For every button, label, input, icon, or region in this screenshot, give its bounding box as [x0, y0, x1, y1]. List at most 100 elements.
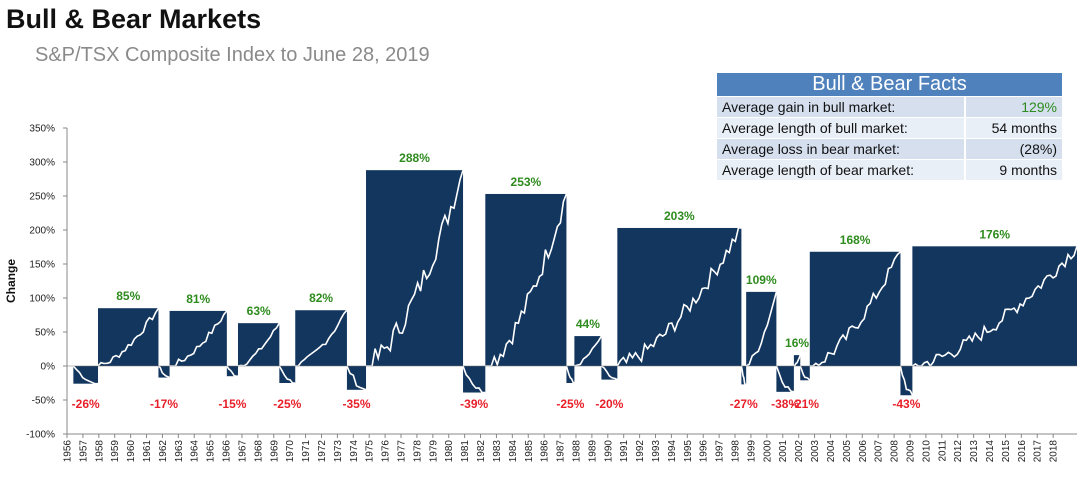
- bear-market-bar: [741, 366, 747, 385]
- x-tick-label: 1975: [365, 440, 376, 463]
- y-tick-label: 0%: [41, 362, 56, 373]
- y-tick-label: -100%: [26, 430, 55, 441]
- x-tick-label: 2012: [953, 440, 964, 463]
- x-tick-label: 1982: [476, 440, 487, 463]
- bear-market-bar: [776, 366, 794, 392]
- x-tick-label: 1998: [731, 440, 742, 463]
- bull-change-label: 85%: [116, 289, 140, 303]
- facts-value: 129%: [964, 96, 1062, 118]
- x-tick-label: 1980: [444, 440, 455, 463]
- bear-market-bar: [566, 366, 575, 383]
- x-tick-label: 1991: [619, 440, 630, 463]
- bull-market-bar: [809, 251, 901, 366]
- bull-market-bar: [912, 246, 1077, 366]
- bull-change-label: 16%: [785, 336, 809, 350]
- y-tick-label: 50%: [35, 328, 55, 339]
- bear-market-bar: [346, 366, 367, 390]
- bear-index-line: [157, 365, 170, 379]
- chart-title: Bull & Bear Markets: [6, 4, 262, 34]
- x-tick-label: 2009: [905, 440, 916, 463]
- bear-change-label: -35%: [342, 397, 370, 411]
- facts-title: Bull & Bear Facts: [717, 73, 1062, 97]
- x-tick-label: 1994: [667, 440, 678, 463]
- x-tick-label: 1974: [349, 440, 360, 463]
- x-tick-label: 1983: [492, 440, 503, 463]
- bull-index-line: [616, 227, 742, 367]
- bear-change-label: -21%: [791, 397, 819, 411]
- x-tick-label: 1966: [222, 440, 233, 463]
- facts-label: Average gain in bull market:: [717, 96, 965, 118]
- x-tick-label: 2015: [1001, 440, 1012, 463]
- x-tick-label: 1986: [540, 440, 551, 463]
- bull-change-label: 253%: [511, 175, 542, 189]
- bull-change-label: 176%: [979, 227, 1010, 241]
- x-tick-label: 2008: [890, 440, 901, 463]
- bear-market-bar: [279, 366, 296, 383]
- facts-row: Average loss in bear market: (28%): [717, 138, 1062, 160]
- x-tick-label: 1979: [428, 440, 439, 463]
- bear-market-bar: [158, 366, 170, 378]
- bear-market-bar: [463, 366, 486, 393]
- bear-change-label: -20%: [595, 397, 623, 411]
- x-tick-label: 1987: [556, 440, 567, 463]
- x-tick-label: 1965: [206, 440, 217, 463]
- bear-index-line: [278, 365, 296, 384]
- x-tick-label: 2010: [921, 440, 932, 463]
- bear-index-line: [565, 365, 575, 384]
- bear-change-label: -25%: [556, 397, 584, 411]
- x-tick-label: 1978: [412, 440, 423, 463]
- x-tick-label: 1959: [110, 440, 121, 463]
- x-tick-label: 1996: [699, 440, 710, 463]
- y-tick-label: 150%: [29, 260, 55, 271]
- facts-label: Average length of bear market:: [717, 159, 965, 180]
- bull-index-line: [745, 291, 778, 367]
- bear-index-line: [740, 365, 747, 386]
- bear-index-line: [600, 365, 618, 381]
- x-tick-label: 1960: [126, 440, 137, 463]
- bull-change-label: 168%: [840, 233, 871, 247]
- bear-market-bar: [226, 366, 238, 377]
- bull-change-label: 63%: [247, 304, 271, 318]
- bear-change-label: -43%: [892, 397, 920, 411]
- x-tick-label: 1988: [571, 440, 582, 463]
- bull-change-label: 44%: [576, 317, 600, 331]
- bull-index-line: [793, 354, 801, 367]
- bull-market-bar: [746, 291, 777, 366]
- bull-market-bar: [485, 193, 567, 366]
- x-tick-label: 2017: [1033, 440, 1044, 463]
- bear-change-label: -25%: [273, 397, 301, 411]
- x-tick-label: 2002: [794, 440, 805, 463]
- facts-value: 54 months: [964, 117, 1062, 139]
- x-tick-label: 1963: [174, 440, 185, 463]
- facts-row: Average length of bear market: 9 months: [717, 159, 1062, 180]
- x-tick-label: 1968: [253, 440, 264, 463]
- bull-index-line: [97, 307, 160, 367]
- x-tick-label: 1977: [397, 440, 408, 463]
- bull-index-line: [366, 169, 464, 367]
- facts-table: Bull & Bear Facts Average gain in bull m…: [717, 73, 1062, 180]
- x-tick-label: 1967: [237, 440, 248, 463]
- x-tick-label: 1973: [333, 440, 344, 463]
- x-tick-label: 1957: [78, 440, 89, 463]
- bull-index-line: [574, 335, 603, 367]
- bull-change-label: 203%: [664, 209, 695, 223]
- bull-market-bar: [366, 170, 464, 366]
- y-tick-label: 300%: [29, 158, 55, 169]
- x-tick-label: 1993: [651, 440, 662, 463]
- bear-change-label: -38%: [771, 397, 799, 411]
- x-tick-label: 1985: [524, 440, 535, 463]
- bear-change-label: -39%: [460, 397, 488, 411]
- x-tick-label: 1976: [381, 440, 392, 463]
- bull-change-label: 288%: [399, 151, 430, 165]
- bull-market-bar: [169, 310, 227, 366]
- bear-index-line: [899, 365, 914, 396]
- y-tick-label: 350%: [29, 124, 55, 135]
- x-tick-label: 1981: [460, 440, 471, 463]
- bull-market-bar: [793, 355, 801, 366]
- x-tick-label: 1984: [508, 440, 519, 463]
- bull-market-bar: [574, 336, 602, 366]
- y-tick-label: -50%: [32, 396, 55, 407]
- bull-change-label: 82%: [309, 291, 333, 305]
- x-tick-label: 2005: [842, 440, 853, 463]
